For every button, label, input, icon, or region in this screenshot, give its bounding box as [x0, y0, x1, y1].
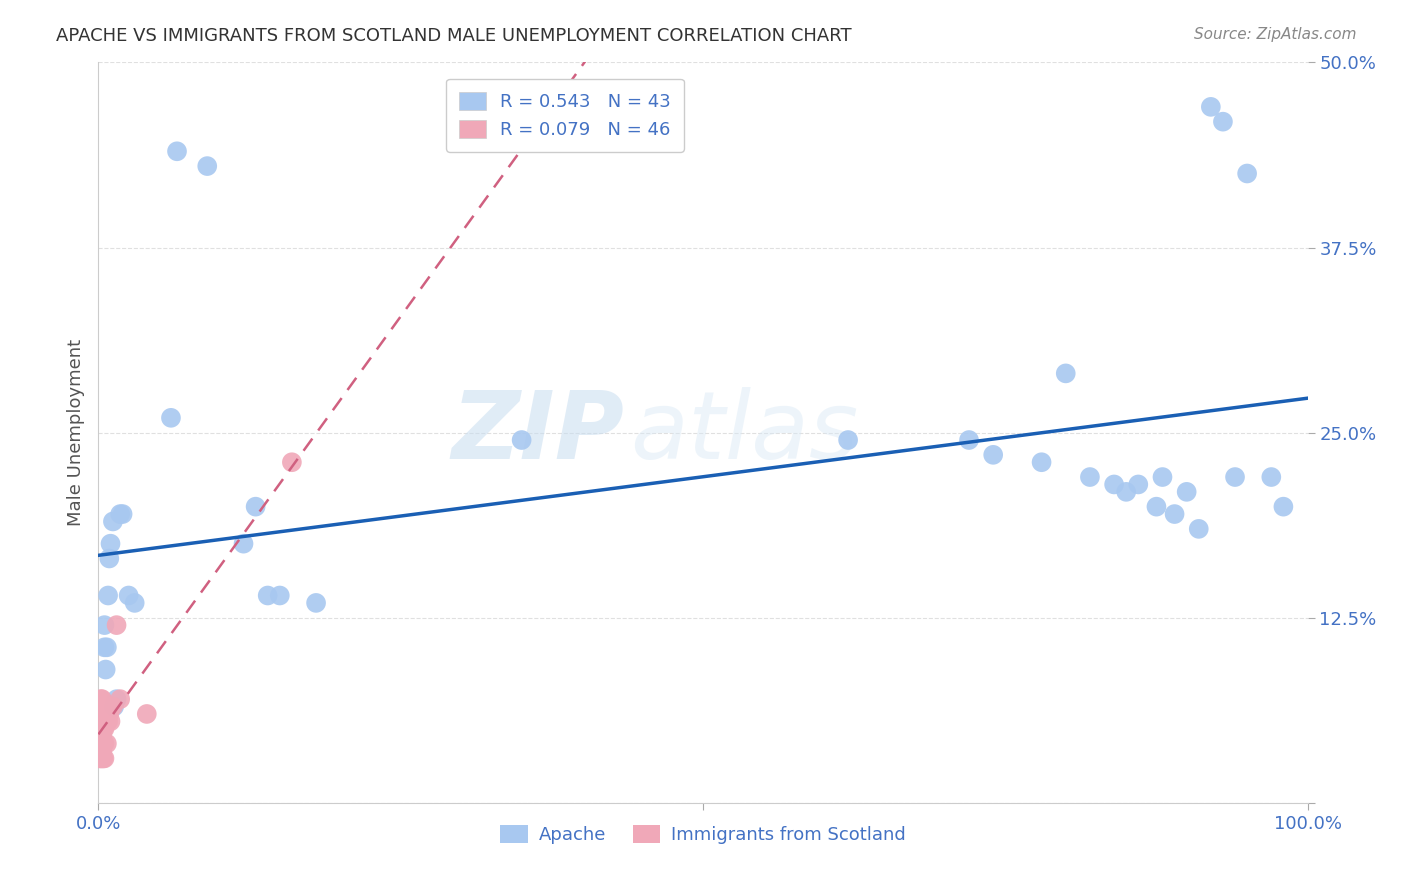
Point — [232, 536, 254, 550]
Point — [91, 722, 114, 736]
Point — [108, 692, 131, 706]
Point — [1078, 470, 1101, 484]
Point — [281, 455, 304, 469]
Point — [91, 751, 114, 765]
Point — [1152, 470, 1174, 484]
Point — [94, 714, 117, 729]
Point — [93, 737, 115, 751]
Point — [90, 699, 112, 714]
Point — [1146, 500, 1168, 514]
Point — [90, 729, 112, 743]
Point — [100, 714, 122, 729]
Point — [1102, 477, 1125, 491]
Point — [1199, 100, 1222, 114]
Point — [91, 744, 114, 758]
Point — [89, 744, 111, 758]
Point — [90, 706, 112, 721]
Point — [91, 692, 114, 706]
Point — [108, 507, 131, 521]
Point — [93, 751, 115, 765]
Point — [91, 737, 114, 751]
Point — [195, 159, 218, 173]
Point — [1260, 470, 1282, 484]
Point — [837, 433, 859, 447]
Point — [111, 507, 134, 521]
Text: Source: ZipAtlas.com: Source: ZipAtlas.com — [1194, 27, 1357, 42]
Text: atlas: atlas — [630, 387, 859, 478]
Point — [957, 433, 980, 447]
Text: APACHE VS IMMIGRANTS FROM SCOTLAND MALE UNEMPLOYMENT CORRELATION CHART: APACHE VS IMMIGRANTS FROM SCOTLAND MALE … — [56, 27, 852, 45]
Point — [91, 751, 114, 765]
Point — [510, 433, 533, 447]
Point — [97, 589, 120, 603]
Point — [89, 706, 111, 721]
Point — [89, 699, 111, 714]
Point — [91, 706, 114, 721]
Point — [90, 722, 112, 736]
Point — [90, 737, 112, 751]
Point — [245, 500, 267, 514]
Point — [90, 714, 112, 729]
Point — [124, 596, 146, 610]
Point — [1031, 455, 1053, 469]
Point — [105, 618, 128, 632]
Point — [981, 448, 1004, 462]
Point — [135, 706, 157, 721]
Point — [89, 751, 111, 765]
Point — [89, 722, 111, 736]
Point — [100, 536, 122, 550]
Point — [1272, 500, 1295, 514]
Point — [1115, 484, 1137, 499]
Point — [91, 737, 114, 751]
Point — [90, 744, 112, 758]
Point — [1054, 367, 1077, 381]
Point — [93, 618, 115, 632]
Point — [1236, 166, 1258, 180]
Point — [269, 589, 291, 603]
Point — [91, 714, 114, 729]
Point — [89, 729, 111, 743]
Point — [166, 145, 188, 159]
Point — [91, 699, 114, 714]
Point — [90, 692, 112, 706]
Point — [91, 722, 114, 736]
Point — [101, 515, 124, 529]
Point — [118, 589, 141, 603]
Point — [103, 699, 125, 714]
Point — [1212, 114, 1234, 128]
Point — [160, 410, 183, 425]
Point — [1223, 470, 1246, 484]
Point — [93, 699, 115, 714]
Point — [101, 699, 124, 714]
Point — [96, 737, 118, 751]
Point — [105, 692, 128, 706]
Point — [1175, 484, 1198, 499]
Point — [89, 737, 111, 751]
Point — [91, 729, 114, 743]
Point — [1163, 507, 1185, 521]
Point — [97, 714, 120, 729]
Point — [305, 596, 328, 610]
Point — [89, 737, 111, 751]
Point — [96, 640, 118, 655]
Point — [98, 551, 121, 566]
Point — [91, 699, 114, 714]
Point — [91, 714, 114, 729]
Point — [256, 589, 278, 603]
Point — [98, 706, 121, 721]
Point — [89, 714, 111, 729]
Text: ZIP: ZIP — [451, 386, 624, 479]
Point — [94, 663, 117, 677]
Point — [1188, 522, 1211, 536]
Point — [93, 640, 115, 655]
Point — [93, 722, 115, 736]
Point — [90, 751, 112, 765]
Point — [1128, 477, 1150, 491]
Y-axis label: Male Unemployment: Male Unemployment — [66, 339, 84, 526]
Legend: Apache, Immigrants from Scotland: Apache, Immigrants from Scotland — [492, 815, 914, 853]
